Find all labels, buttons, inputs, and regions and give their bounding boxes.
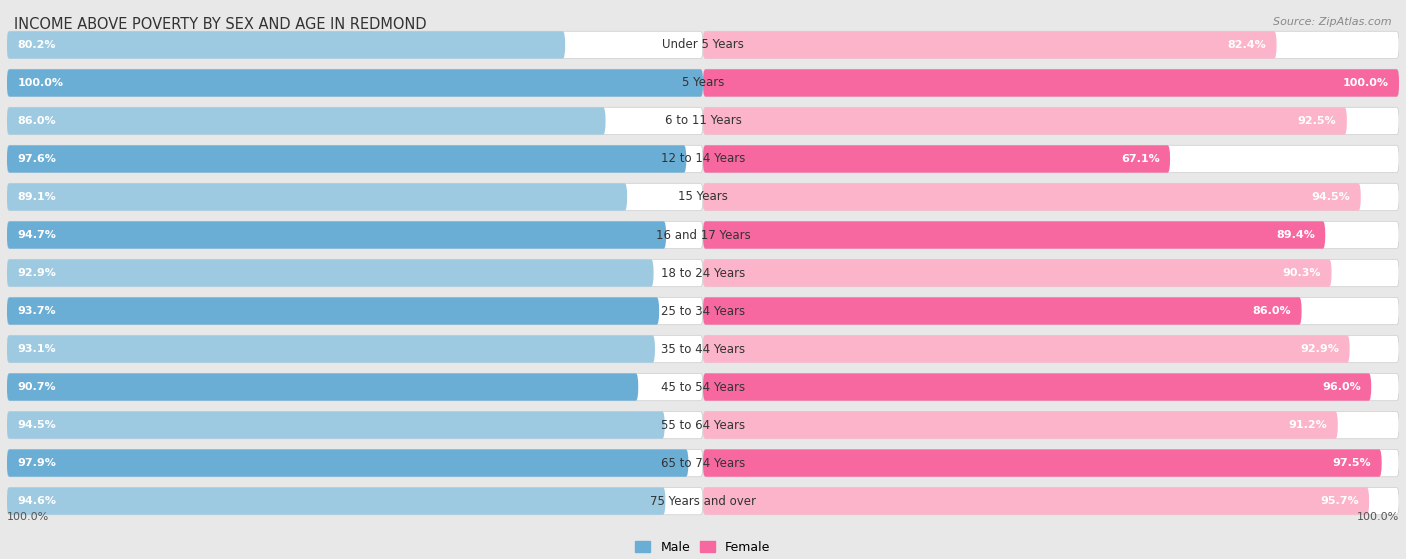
FancyBboxPatch shape <box>703 259 1331 287</box>
FancyBboxPatch shape <box>7 259 654 287</box>
Text: 35 to 44 Years: 35 to 44 Years <box>661 343 745 356</box>
FancyBboxPatch shape <box>703 145 1399 173</box>
Text: 65 to 74 Years: 65 to 74 Years <box>661 457 745 470</box>
FancyBboxPatch shape <box>7 373 703 401</box>
Text: 91.2%: 91.2% <box>1289 420 1327 430</box>
FancyBboxPatch shape <box>703 107 1347 135</box>
FancyBboxPatch shape <box>7 183 627 211</box>
Legend: Male, Female: Male, Female <box>630 536 776 559</box>
Text: 86.0%: 86.0% <box>17 116 56 126</box>
FancyBboxPatch shape <box>703 221 1326 249</box>
Text: 5 Years: 5 Years <box>682 77 724 89</box>
FancyBboxPatch shape <box>703 183 1361 211</box>
FancyBboxPatch shape <box>703 373 1371 401</box>
FancyBboxPatch shape <box>7 221 703 249</box>
Text: 92.9%: 92.9% <box>1301 344 1339 354</box>
FancyBboxPatch shape <box>7 145 686 173</box>
FancyBboxPatch shape <box>703 221 1399 249</box>
Text: 94.5%: 94.5% <box>1312 192 1350 202</box>
Text: INCOME ABOVE POVERTY BY SEX AND AGE IN REDMOND: INCOME ABOVE POVERTY BY SEX AND AGE IN R… <box>14 17 426 32</box>
FancyBboxPatch shape <box>7 297 703 325</box>
FancyBboxPatch shape <box>703 31 1399 59</box>
FancyBboxPatch shape <box>7 69 703 97</box>
Text: 67.1%: 67.1% <box>1121 154 1160 164</box>
Text: 97.5%: 97.5% <box>1333 458 1371 468</box>
FancyBboxPatch shape <box>703 145 1170 173</box>
Text: 82.4%: 82.4% <box>1227 40 1267 50</box>
FancyBboxPatch shape <box>703 107 1399 135</box>
FancyBboxPatch shape <box>7 335 655 363</box>
FancyBboxPatch shape <box>703 373 1399 401</box>
FancyBboxPatch shape <box>703 449 1399 477</box>
Text: 93.1%: 93.1% <box>17 344 56 354</box>
FancyBboxPatch shape <box>703 411 1399 439</box>
Text: 15 Years: 15 Years <box>678 191 728 203</box>
FancyBboxPatch shape <box>7 145 703 173</box>
FancyBboxPatch shape <box>703 297 1399 325</box>
Text: 94.6%: 94.6% <box>17 496 56 506</box>
FancyBboxPatch shape <box>703 183 1399 211</box>
FancyBboxPatch shape <box>7 449 689 477</box>
FancyBboxPatch shape <box>7 259 703 287</box>
FancyBboxPatch shape <box>703 487 1399 515</box>
Text: 95.7%: 95.7% <box>1320 496 1358 506</box>
Text: 89.4%: 89.4% <box>1277 230 1315 240</box>
FancyBboxPatch shape <box>7 69 703 97</box>
Text: 89.1%: 89.1% <box>17 192 56 202</box>
Text: 90.3%: 90.3% <box>1282 268 1322 278</box>
FancyBboxPatch shape <box>703 297 1302 325</box>
FancyBboxPatch shape <box>7 221 666 249</box>
Text: 92.9%: 92.9% <box>17 268 56 278</box>
Text: 92.5%: 92.5% <box>1298 116 1337 126</box>
FancyBboxPatch shape <box>703 259 1399 287</box>
Text: Under 5 Years: Under 5 Years <box>662 39 744 51</box>
Text: 97.6%: 97.6% <box>17 154 56 164</box>
FancyBboxPatch shape <box>7 335 703 363</box>
Text: 90.7%: 90.7% <box>17 382 56 392</box>
Text: 100.0%: 100.0% <box>1343 78 1389 88</box>
Text: 75 Years and over: 75 Years and over <box>650 495 756 508</box>
FancyBboxPatch shape <box>703 335 1399 363</box>
FancyBboxPatch shape <box>7 411 703 439</box>
FancyBboxPatch shape <box>7 183 703 211</box>
Text: 100.0%: 100.0% <box>1357 512 1399 522</box>
FancyBboxPatch shape <box>7 487 665 515</box>
FancyBboxPatch shape <box>7 297 659 325</box>
Text: 16 and 17 Years: 16 and 17 Years <box>655 229 751 241</box>
Text: 100.0%: 100.0% <box>17 78 63 88</box>
Text: 96.0%: 96.0% <box>1322 382 1361 392</box>
Text: 94.7%: 94.7% <box>17 230 56 240</box>
FancyBboxPatch shape <box>7 107 606 135</box>
FancyBboxPatch shape <box>703 335 1350 363</box>
FancyBboxPatch shape <box>703 69 1399 97</box>
Text: 45 to 54 Years: 45 to 54 Years <box>661 381 745 394</box>
FancyBboxPatch shape <box>7 107 703 135</box>
Text: 94.5%: 94.5% <box>17 420 56 430</box>
Text: 18 to 24 Years: 18 to 24 Years <box>661 267 745 280</box>
FancyBboxPatch shape <box>7 411 665 439</box>
Text: 100.0%: 100.0% <box>7 512 49 522</box>
FancyBboxPatch shape <box>703 69 1399 97</box>
FancyBboxPatch shape <box>703 487 1369 515</box>
Text: 55 to 64 Years: 55 to 64 Years <box>661 419 745 432</box>
FancyBboxPatch shape <box>703 411 1337 439</box>
Text: 97.9%: 97.9% <box>17 458 56 468</box>
FancyBboxPatch shape <box>703 449 1382 477</box>
FancyBboxPatch shape <box>7 31 565 59</box>
Text: 93.7%: 93.7% <box>17 306 56 316</box>
FancyBboxPatch shape <box>7 31 703 59</box>
Text: 25 to 34 Years: 25 to 34 Years <box>661 305 745 318</box>
Text: Source: ZipAtlas.com: Source: ZipAtlas.com <box>1274 17 1392 27</box>
FancyBboxPatch shape <box>7 449 703 477</box>
FancyBboxPatch shape <box>7 373 638 401</box>
FancyBboxPatch shape <box>703 31 1277 59</box>
Text: 6 to 11 Years: 6 to 11 Years <box>665 115 741 127</box>
Text: 86.0%: 86.0% <box>1253 306 1291 316</box>
FancyBboxPatch shape <box>7 487 703 515</box>
Text: 12 to 14 Years: 12 to 14 Years <box>661 153 745 165</box>
Text: 80.2%: 80.2% <box>17 40 56 50</box>
